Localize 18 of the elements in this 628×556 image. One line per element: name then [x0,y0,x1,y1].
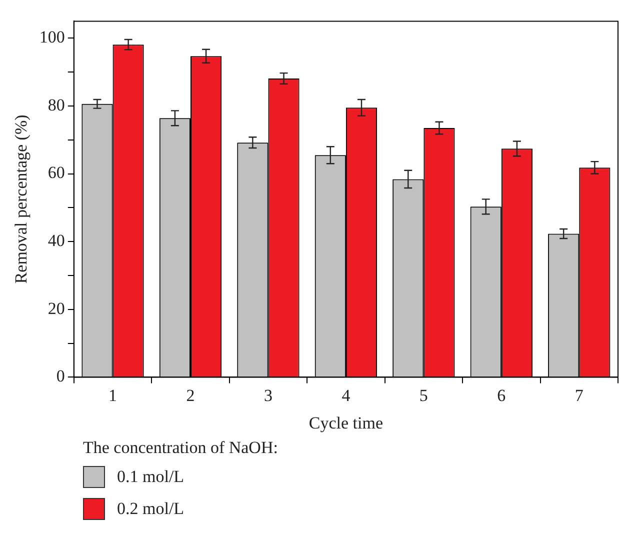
legend-title: The concentration of NaOH: [83,438,279,458]
y-tick-label: 80 [48,95,65,114]
y-tick-label: 20 [48,298,65,318]
x-tick-label: 1 [108,386,118,405]
x-tick-label: 5 [419,386,428,405]
y-tick-label: 40 [48,231,65,250]
x-tick-label: 4 [342,386,351,405]
y-tick-label: 60 [48,163,65,182]
legend-label: 0.1 mol/L [117,467,184,487]
x-tick-label: 7 [574,386,584,405]
x-tick-label: 6 [497,386,506,405]
y-axis-title: Removal percentage (%) [12,114,31,284]
y-tick-label: 0 [56,366,65,386]
y-tick-label: 100 [39,28,65,47]
x-axis-title: Cycle time [308,413,384,432]
x-tick-label: 2 [186,386,195,405]
x-tick-label: 3 [264,386,272,405]
legend-label: 0.2 mol/L [117,499,184,519]
